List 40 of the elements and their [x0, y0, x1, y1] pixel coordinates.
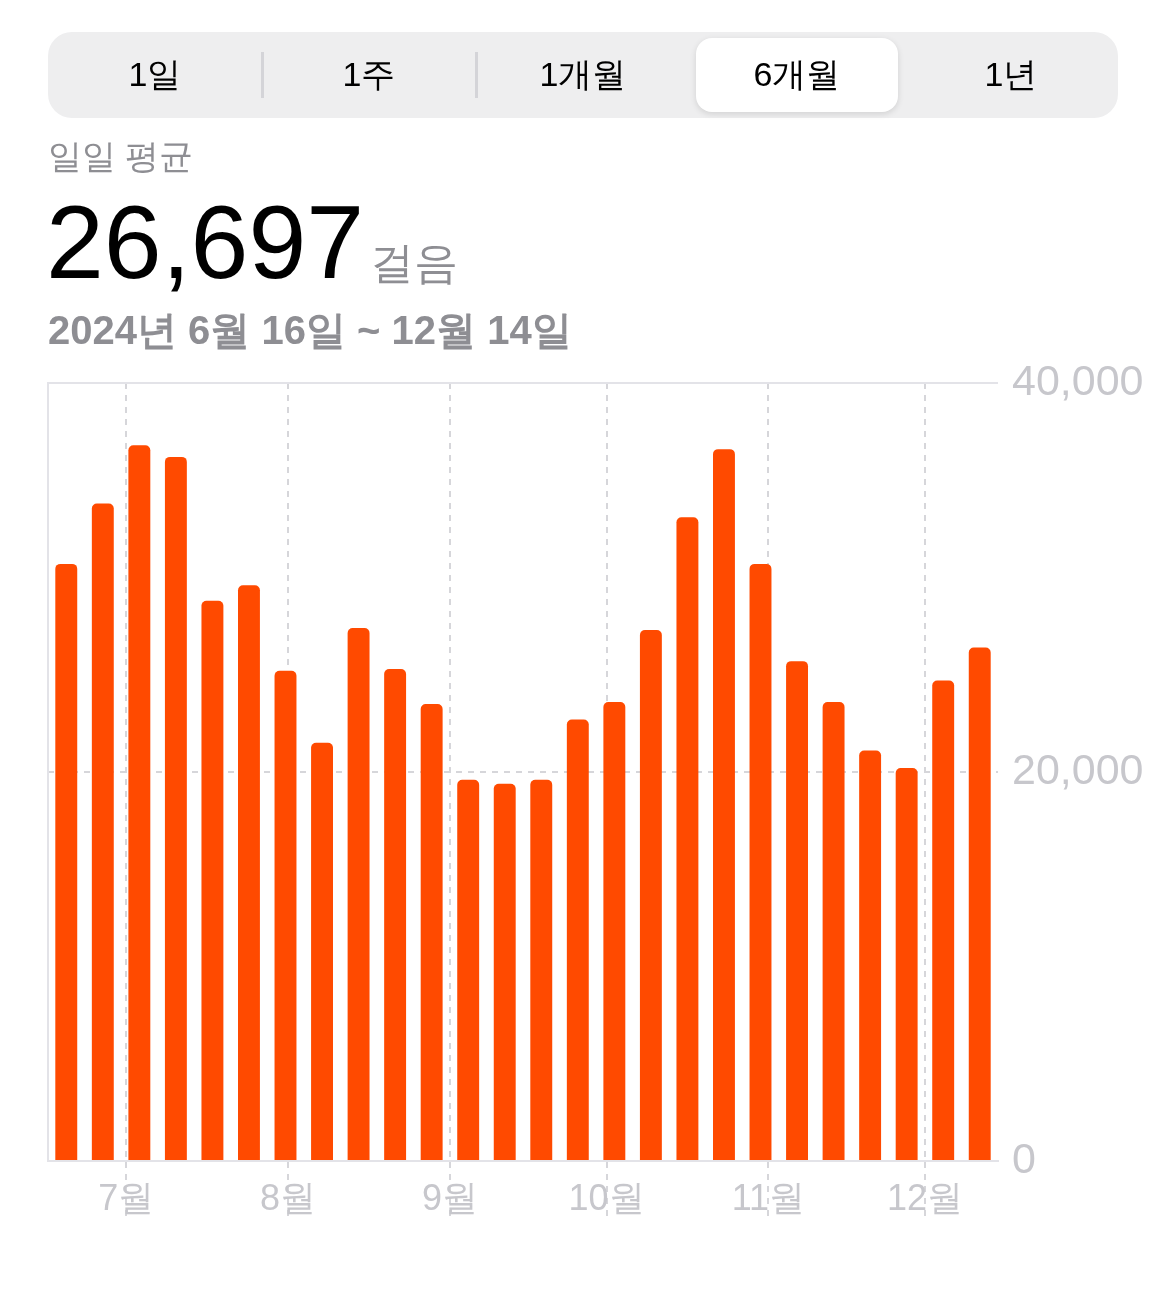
- bar: [530, 779, 553, 1160]
- bar: [164, 456, 187, 1160]
- bar: [749, 563, 772, 1160]
- text: 걸음: [370, 238, 459, 287]
- bar: [895, 768, 918, 1160]
- bar: [457, 779, 480, 1160]
- segmented-control: 1일 1주 1개월 6개월 1년: [48, 32, 1118, 118]
- bar: [639, 630, 662, 1160]
- bar: [274, 670, 297, 1160]
- y-tick-label: 20,000: [1012, 744, 1144, 793]
- x-tick-label: 12월: [886, 1176, 963, 1218]
- bar: [91, 503, 114, 1160]
- bar: [493, 783, 516, 1160]
- bar: [968, 647, 991, 1160]
- bar: [311, 742, 333, 1160]
- x-tick-label: 11월: [731, 1176, 806, 1218]
- x-tick-label: 7월: [98, 1176, 155, 1218]
- x-tick-label: 10월: [568, 1176, 645, 1218]
- bar: [566, 719, 589, 1160]
- bar: [822, 701, 845, 1160]
- chart-subtitle: 2024년 6월 16일 ~ 12월 14일: [48, 307, 572, 354]
- bar: [238, 585, 260, 1160]
- bar: [713, 449, 735, 1160]
- text: 26,697: [46, 184, 365, 300]
- bar: [420, 703, 443, 1160]
- bar: [932, 680, 955, 1160]
- bar: [347, 628, 370, 1160]
- bar: [859, 750, 882, 1160]
- chart-title: 일일 평균: [48, 136, 194, 176]
- bar: [201, 600, 224, 1160]
- bar: [603, 701, 626, 1160]
- x-tick-label: 8월: [260, 1176, 317, 1218]
- bar: [128, 445, 151, 1160]
- bar: [55, 563, 78, 1160]
- bar: [384, 668, 407, 1160]
- bar: [676, 517, 699, 1160]
- x-tick-label: 9월: [421, 1176, 478, 1218]
- bar: [786, 661, 808, 1160]
- y-tick-label: 0: [1012, 1133, 1036, 1182]
- y-tick-label: 40,000: [1012, 355, 1144, 404]
